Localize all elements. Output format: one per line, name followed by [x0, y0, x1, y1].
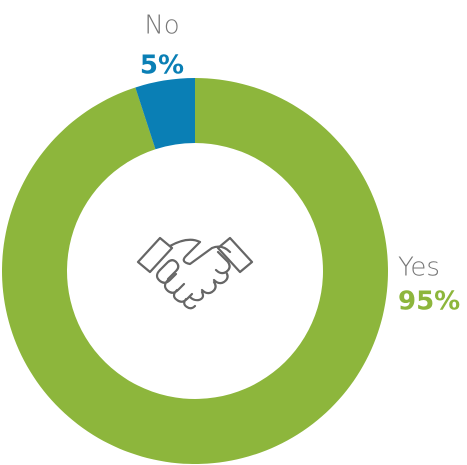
value-label: 95%	[398, 287, 460, 317]
category-label: No	[144, 11, 179, 41]
category-label: Yes	[398, 253, 440, 283]
handshake-icon	[136, 236, 254, 310]
donut-segment	[1, 78, 389, 464]
value-label: 5%	[140, 51, 184, 81]
donut-segment	[135, 78, 195, 150]
